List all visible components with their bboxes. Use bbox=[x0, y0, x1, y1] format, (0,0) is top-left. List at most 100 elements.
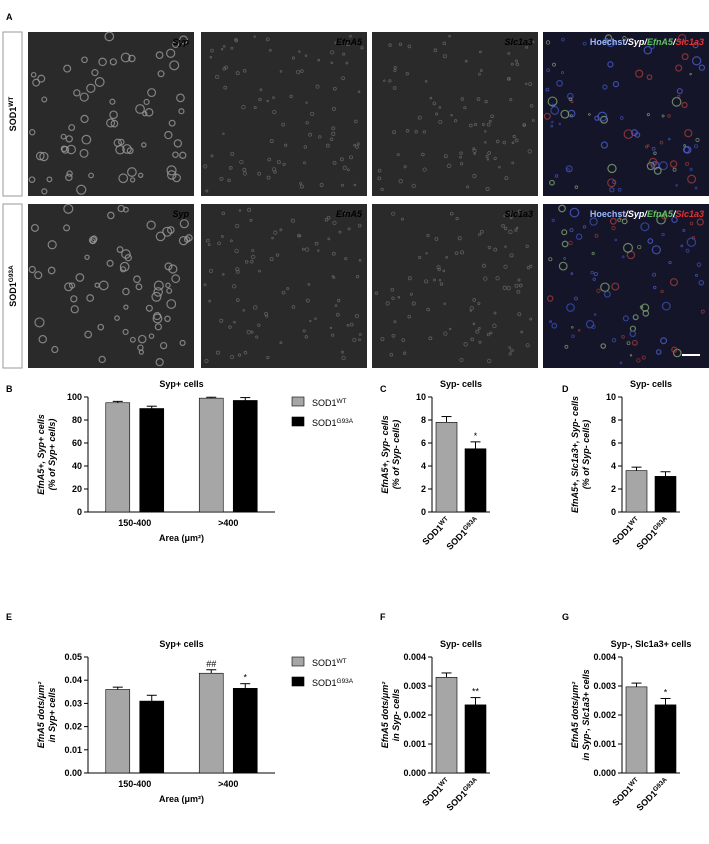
cell bbox=[178, 108, 185, 115]
cell bbox=[609, 187, 615, 193]
cell bbox=[393, 66, 397, 70]
x-axis-label: Area (μm²) bbox=[159, 794, 204, 804]
cell bbox=[84, 330, 93, 339]
cell bbox=[155, 51, 164, 60]
cell bbox=[349, 34, 352, 38]
cell bbox=[344, 257, 348, 261]
cell bbox=[129, 177, 136, 183]
cell bbox=[143, 98, 150, 106]
y-tick-label: 2 bbox=[611, 484, 616, 494]
cell bbox=[546, 68, 550, 73]
cell bbox=[621, 335, 625, 339]
cell bbox=[397, 295, 401, 299]
cell bbox=[204, 358, 209, 363]
cell bbox=[123, 304, 129, 310]
cell bbox=[398, 42, 403, 46]
cell bbox=[341, 355, 346, 361]
cell bbox=[512, 134, 516, 139]
cell bbox=[607, 61, 614, 68]
y-tick-label: 0.000 bbox=[593, 768, 616, 778]
cell bbox=[493, 311, 497, 315]
cell bbox=[653, 151, 657, 155]
y-axis-label: in Syp+ cells bbox=[47, 688, 57, 743]
significance: * bbox=[664, 687, 668, 697]
cell bbox=[593, 271, 598, 276]
cell bbox=[230, 46, 234, 50]
y-axis-label: in Syp-, Slc1a3+ cells bbox=[581, 669, 591, 760]
cell bbox=[401, 338, 406, 343]
x-tick-label: SOD1G93A bbox=[444, 515, 481, 552]
cell bbox=[341, 76, 345, 81]
cell bbox=[330, 61, 334, 64]
cell bbox=[484, 130, 487, 133]
cell bbox=[575, 233, 583, 240]
cell bbox=[135, 283, 143, 291]
cell bbox=[623, 129, 634, 140]
legend-label-base: SOD1 bbox=[312, 678, 337, 688]
cell bbox=[551, 322, 558, 329]
cell bbox=[443, 302, 446, 305]
channel-label: EfnA5 bbox=[336, 209, 363, 219]
cell bbox=[695, 273, 698, 277]
y-tick-label: 0.002 bbox=[593, 710, 616, 720]
cell bbox=[407, 276, 412, 281]
cell bbox=[460, 250, 465, 255]
cell bbox=[107, 211, 115, 220]
cell bbox=[417, 115, 422, 120]
cell bbox=[470, 337, 475, 342]
cell bbox=[515, 62, 520, 67]
bar bbox=[625, 470, 648, 513]
cell bbox=[514, 283, 519, 288]
cell bbox=[522, 123, 527, 127]
cell bbox=[34, 271, 43, 280]
cell bbox=[28, 265, 36, 274]
cell bbox=[442, 54, 447, 59]
y-tick-label: 0 bbox=[421, 507, 426, 517]
panel-letter: D bbox=[562, 384, 569, 394]
cell bbox=[672, 167, 677, 172]
cell bbox=[574, 296, 578, 301]
cell bbox=[556, 79, 563, 87]
cell bbox=[422, 167, 427, 172]
cell bbox=[492, 323, 497, 329]
legend-swatch bbox=[291, 656, 305, 667]
merge-label: Hoechst/Syp/EfnA5/Slc1a3 bbox=[590, 37, 704, 47]
cell bbox=[478, 340, 482, 344]
cell bbox=[277, 160, 281, 165]
cell bbox=[504, 245, 507, 248]
cell bbox=[79, 148, 89, 158]
cell bbox=[422, 130, 426, 134]
cell bbox=[271, 236, 274, 240]
chart-title: Syp- cells bbox=[440, 379, 482, 389]
cell bbox=[477, 327, 481, 330]
cell bbox=[86, 294, 95, 302]
cell bbox=[403, 165, 407, 169]
cell bbox=[250, 330, 254, 334]
y-axis-label: EfnA5+, Syp- cells bbox=[380, 415, 390, 493]
cell bbox=[680, 244, 684, 248]
bar bbox=[139, 408, 165, 513]
cell bbox=[472, 173, 477, 179]
cell bbox=[239, 159, 244, 165]
cell bbox=[207, 243, 211, 246]
bar bbox=[198, 672, 224, 774]
cell bbox=[275, 253, 280, 257]
cell bbox=[622, 36, 627, 41]
cell bbox=[484, 100, 488, 104]
cell bbox=[155, 358, 164, 367]
cell bbox=[498, 165, 501, 169]
cell bbox=[564, 344, 569, 349]
y-tick-label: 0 bbox=[77, 507, 82, 517]
cell bbox=[324, 217, 329, 222]
cell bbox=[209, 268, 214, 274]
cell bbox=[612, 81, 620, 88]
cell bbox=[178, 35, 189, 45]
cell bbox=[545, 87, 550, 92]
bar bbox=[654, 704, 677, 774]
cell bbox=[121, 249, 131, 259]
cell bbox=[255, 335, 259, 339]
cell bbox=[479, 69, 483, 73]
cell bbox=[517, 312, 522, 317]
cell bbox=[219, 176, 224, 181]
x-tick-label: SOD1G93A bbox=[634, 515, 671, 552]
